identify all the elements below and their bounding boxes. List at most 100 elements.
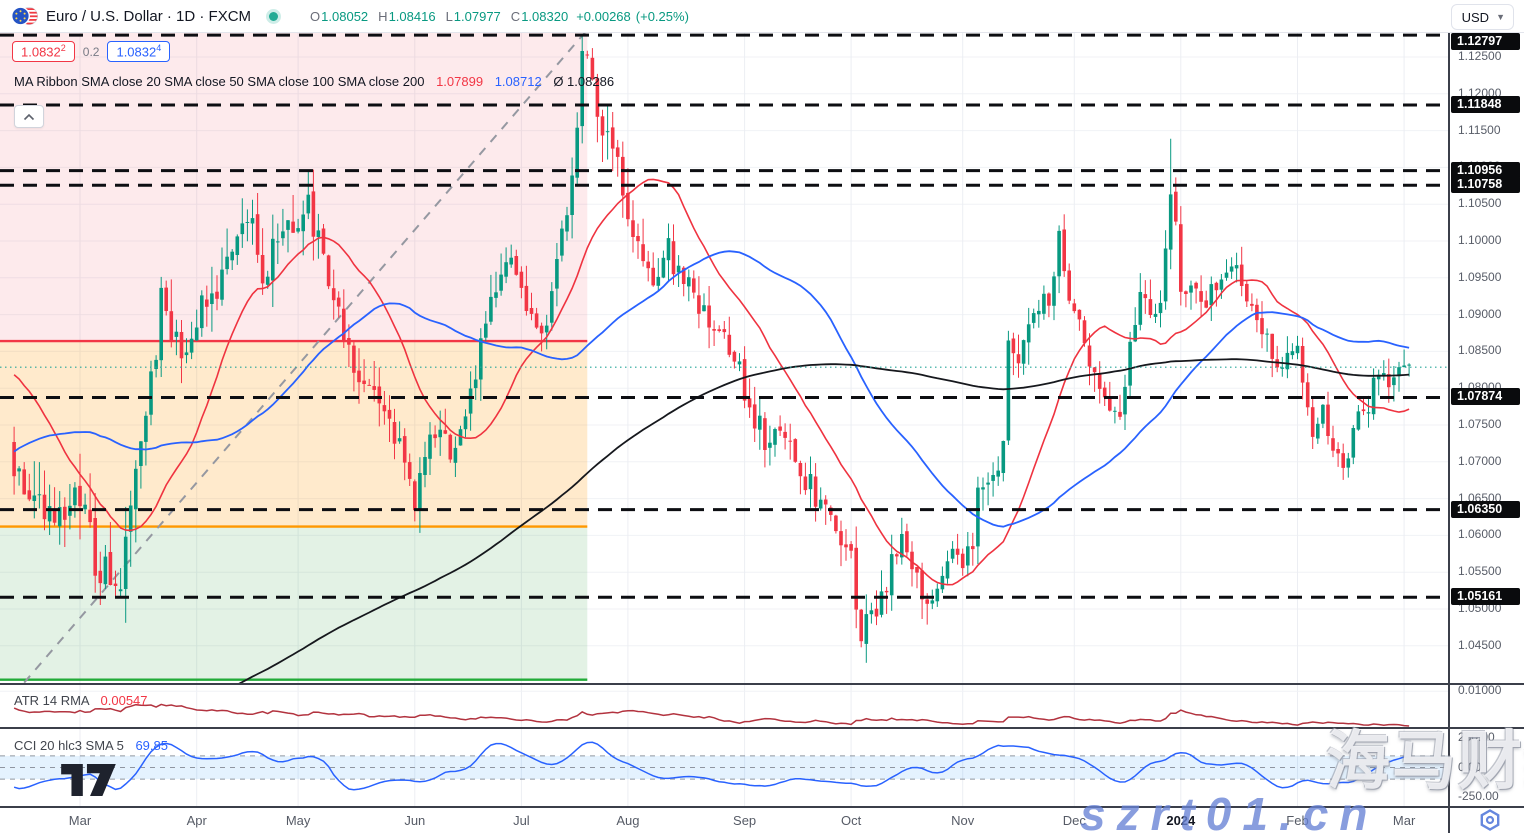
- candle-body: [529, 308, 534, 314]
- candle-body: [402, 436, 407, 463]
- candle-body: [1239, 264, 1244, 286]
- candle-body: [971, 546, 975, 550]
- candle-body: [1285, 352, 1290, 370]
- candle-body: [1148, 299, 1153, 315]
- candle-body: [1031, 313, 1036, 323]
- collapse-legend-button[interactable]: [14, 105, 44, 128]
- candle-body: [1260, 318, 1264, 335]
- candle-body: [823, 499, 828, 505]
- candle-body: [1316, 423, 1320, 439]
- candle-body: [42, 494, 47, 520]
- candle-body: [651, 267, 655, 286]
- candle-body: [271, 238, 275, 281]
- atr-legend[interactable]: ATR 14 RMA 0.00547: [14, 693, 148, 708]
- low-label: L: [445, 8, 453, 24]
- candle-body: [200, 295, 204, 329]
- candle-body: [47, 506, 52, 522]
- cci-legend[interactable]: CCI 20 hlc3 SMA 5 69.85: [14, 738, 168, 753]
- market-status-dot[interactable]: [269, 11, 279, 21]
- candle-body: [372, 386, 376, 390]
- candle-body: [1341, 453, 1345, 468]
- candle-body: [367, 384, 371, 386]
- price-pane-chart[interactable]: [0, 32, 1448, 684]
- candle-body: [621, 156, 625, 196]
- candle-body: [763, 418, 767, 450]
- candle-body: [1163, 248, 1168, 302]
- time-axis-label: Dec: [1062, 813, 1086, 828]
- candle-body: [575, 127, 579, 178]
- candle-body: [225, 256, 229, 270]
- candle-body: [702, 305, 706, 312]
- candle-body: [854, 547, 858, 610]
- candle-body: [1016, 354, 1021, 364]
- candle-body: [113, 583, 118, 586]
- blue-price-tag[interactable]: 1.08324: [107, 41, 171, 63]
- time-axis[interactable]: Mar Apr May Jun Jul Aug Sep Oct Nov Dec 2024 Feb Mar: [0, 809, 1448, 833]
- candle-body: [519, 271, 524, 288]
- trendline-value-label: 0.2: [82, 44, 100, 59]
- candle-body: [17, 468, 21, 472]
- candle-body: [1204, 300, 1208, 308]
- ma-ribbon-legend[interactable]: MA Ribbon SMA close 20 SMA close 50 SMA …: [14, 74, 614, 89]
- atr-label-text: ATR 14 RMA: [14, 693, 89, 708]
- candle-body: [783, 431, 787, 438]
- atr-indicator-pane[interactable]: [0, 684, 1448, 728]
- red-price-tag-sup: 2: [60, 43, 66, 53]
- candle-body: [681, 267, 686, 284]
- candle-body: [1128, 341, 1132, 386]
- candle-body: [301, 214, 305, 232]
- candle-body: [874, 608, 879, 617]
- zone-band: [0, 526, 588, 680]
- candle-body: [1397, 367, 1401, 377]
- candle-body: [499, 274, 503, 291]
- candle-body: [357, 370, 361, 383]
- candle-body: [798, 463, 803, 477]
- candle-body: [1402, 365, 1406, 368]
- candle-body: [656, 276, 661, 286]
- drawing-price-tags: 1.08322 0.2 1.08324: [12, 41, 171, 63]
- cci-indicator-pane[interactable]: [0, 728, 1448, 807]
- candle-body: [1392, 377, 1396, 386]
- red-price-tag[interactable]: 1.08322: [12, 41, 75, 63]
- candle-body: [747, 398, 752, 408]
- candle-body: [641, 244, 645, 262]
- candle-body: [610, 127, 615, 149]
- candle-body: [981, 487, 985, 490]
- time-axis-label: Apr: [186, 813, 207, 828]
- candle-body: [448, 434, 453, 460]
- candle-body: [479, 338, 483, 380]
- price-axis[interactable]: 1.125001.120001.115001.110001.105001.100…: [1450, 32, 1524, 807]
- candle-body: [1042, 293, 1046, 314]
- candle-body: [1371, 377, 1376, 415]
- currency-dropdown-button[interactable]: USD ▼: [1450, 4, 1514, 30]
- high-label: H: [378, 8, 388, 24]
- candle-body: [1351, 428, 1356, 458]
- tradingview-logo[interactable]: [48, 764, 130, 797]
- candle-body: [996, 470, 1000, 477]
- level-price-label: 1.12797: [1451, 33, 1520, 50]
- candle-body: [849, 544, 853, 551]
- candle-body: [758, 415, 762, 430]
- price-tick-label: 1.09000: [1458, 306, 1502, 321]
- candle-body: [1280, 367, 1285, 369]
- candle-body: [1219, 279, 1224, 290]
- candle-body: [331, 288, 336, 301]
- candle-body: [174, 331, 179, 337]
- candle-body: [286, 220, 290, 230]
- price-atr-separator[interactable]: [0, 683, 1524, 685]
- atr-cci-separator[interactable]: [0, 727, 1524, 729]
- candle-body: [1245, 283, 1249, 302]
- candle-body: [12, 442, 16, 477]
- symbol-title[interactable]: Euro / U.S. Dollar · 1D · FXCM: [46, 7, 252, 25]
- candle-body: [595, 78, 600, 117]
- candle-body: [321, 228, 326, 254]
- candle-body: [717, 329, 721, 331]
- price-tick-label: 1.10500: [1458, 196, 1502, 211]
- ma-ribbon-value-2: 1.08712: [494, 74, 542, 89]
- candle-body: [1361, 409, 1366, 412]
- candle-body: [884, 590, 889, 593]
- candle-body: [1336, 449, 1340, 454]
- candle-body: [1057, 230, 1061, 277]
- candle-body: [768, 442, 772, 448]
